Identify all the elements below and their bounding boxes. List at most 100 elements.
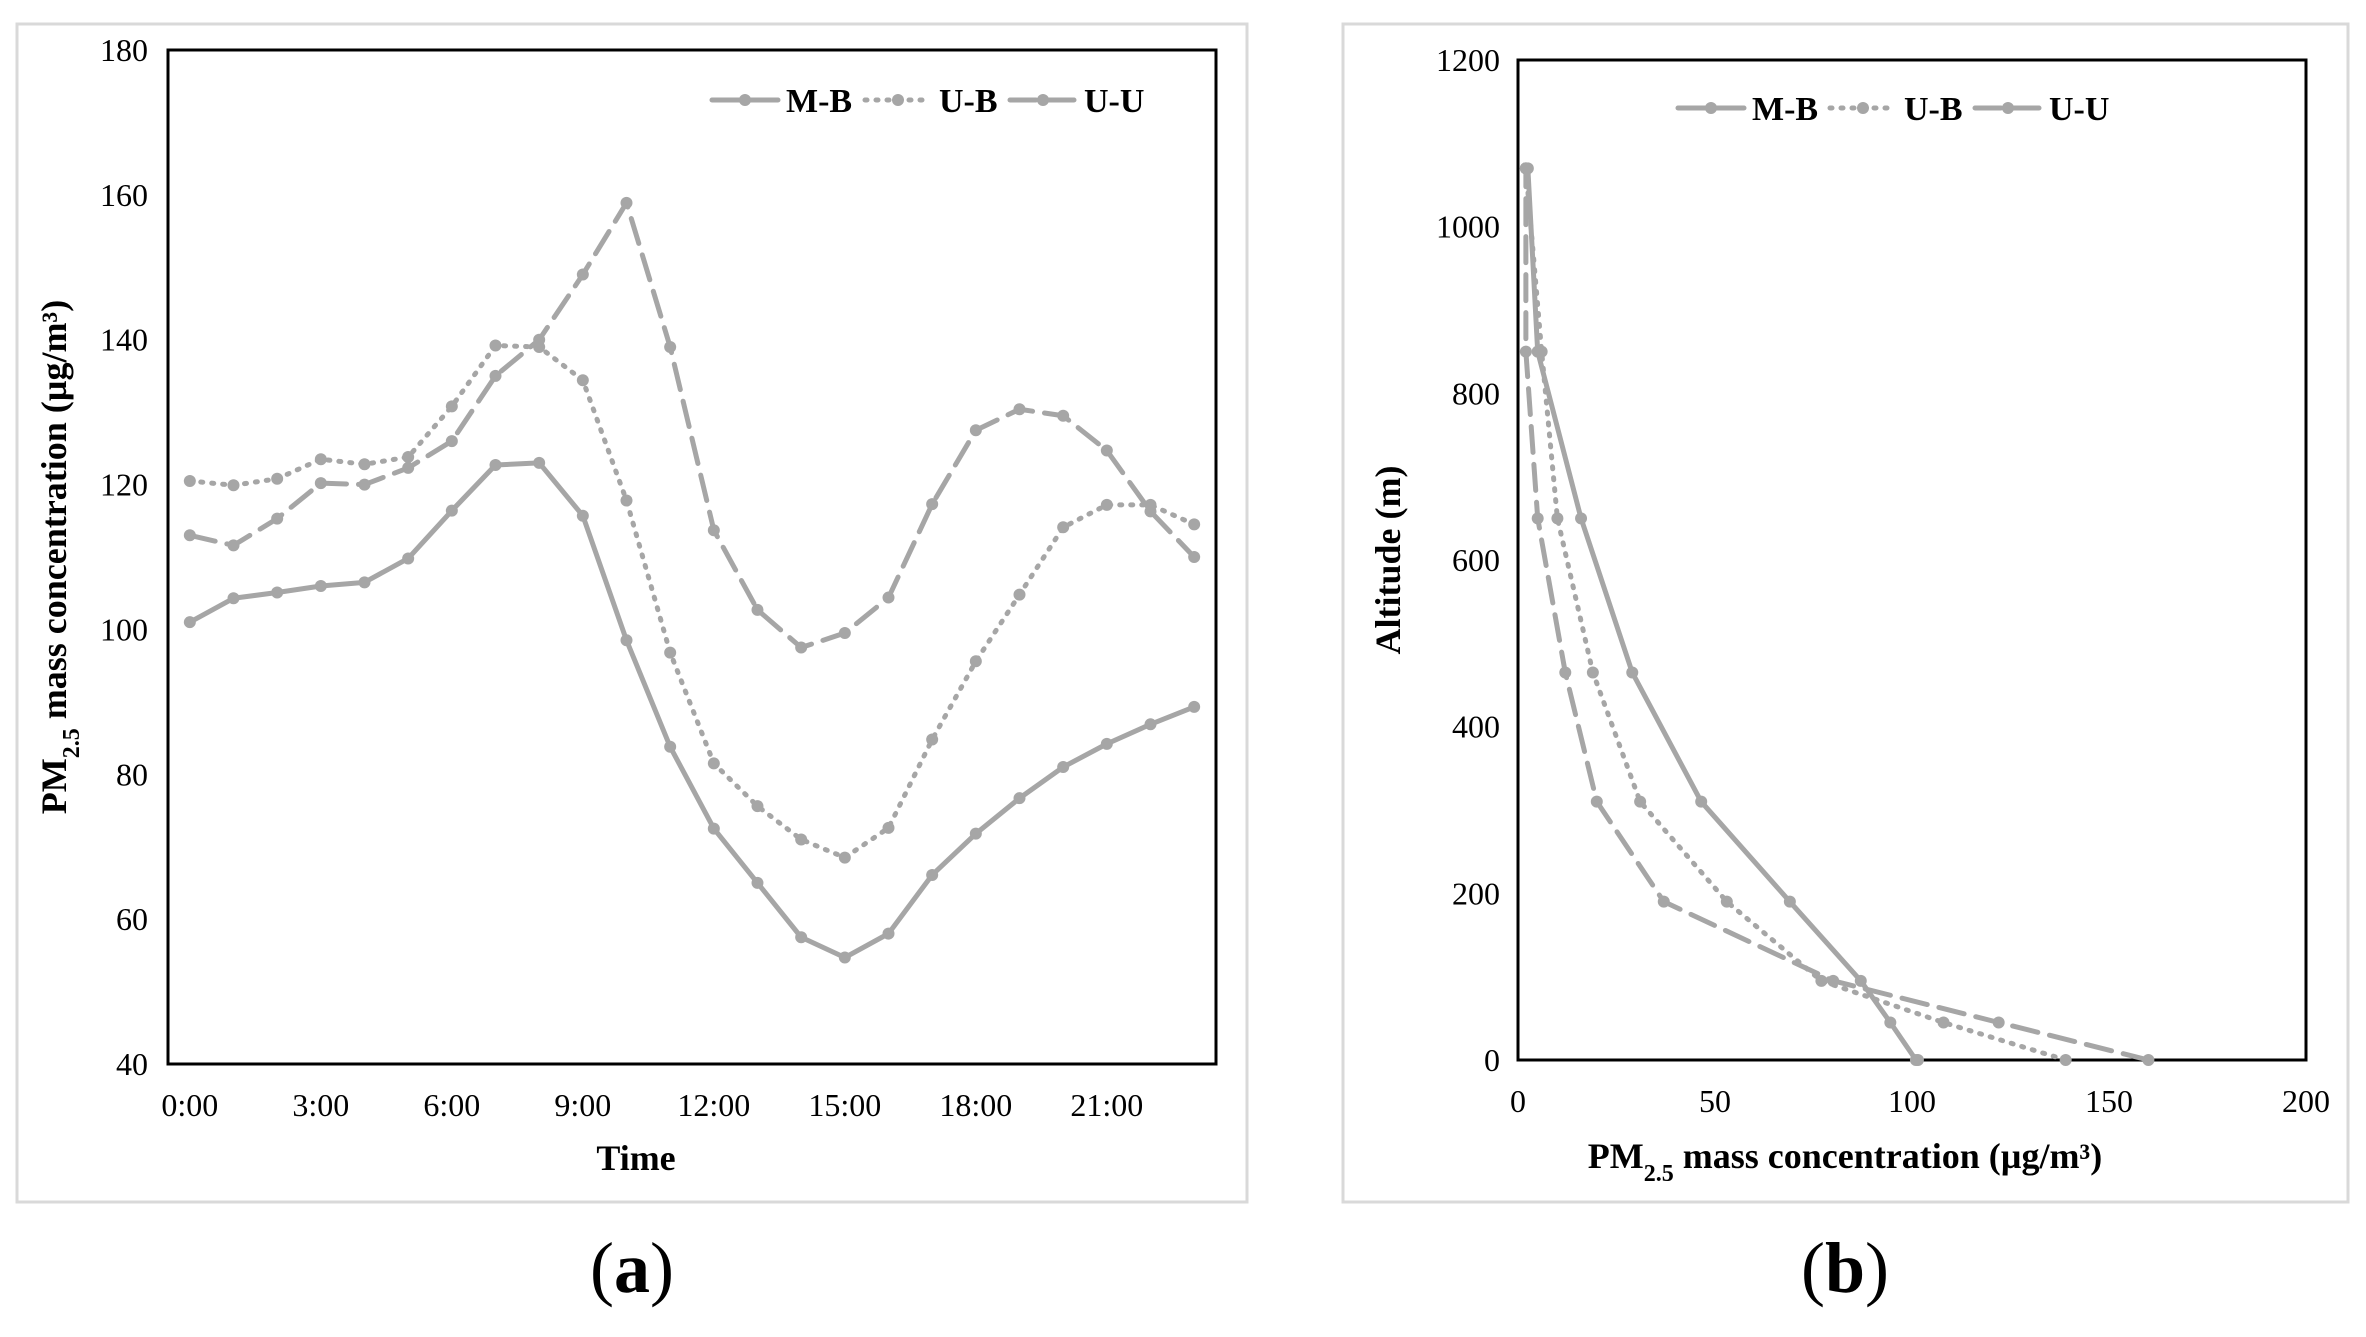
data-point-u-u xyxy=(2142,1054,2155,1066)
data-point-u-u xyxy=(445,435,458,448)
x-tick-label: 200 xyxy=(2282,1083,2330,1119)
data-point-u-b xyxy=(183,474,196,487)
y-tick-label: 800 xyxy=(1452,375,1500,411)
x-tick-label: 18:00 xyxy=(939,1087,1012,1123)
x-tick-label: 150 xyxy=(2085,1083,2133,1119)
data-point-u-u xyxy=(707,524,720,537)
data-point-u-u xyxy=(1590,795,1603,808)
data-point-m-b xyxy=(402,552,415,565)
data-point-u-b xyxy=(1551,512,1564,525)
data-point-u-b xyxy=(1815,974,1828,987)
data-point-u-u xyxy=(402,461,415,474)
data-point-u-u xyxy=(533,333,546,346)
panel-a-x-axis-title: Time xyxy=(596,1138,675,1178)
data-point-m-b xyxy=(533,456,546,469)
panel-a-label: (a) xyxy=(590,1228,674,1308)
data-point-m-b xyxy=(838,951,851,964)
data-point-m-b xyxy=(1783,895,1796,908)
y-tick-label: 1200 xyxy=(1436,42,1500,78)
data-point-m-b xyxy=(1695,795,1708,808)
data-point-u-u xyxy=(1013,403,1026,416)
data-point-u-u xyxy=(838,627,851,640)
data-point-u-u xyxy=(271,512,284,525)
x-tick-label: 15:00 xyxy=(808,1087,881,1123)
legend-label-u-b: U-B xyxy=(1904,91,1963,128)
data-point-m-b xyxy=(1013,792,1026,805)
data-point-u-u xyxy=(1657,895,1670,908)
legend-marker xyxy=(739,94,751,106)
data-point-m-b xyxy=(926,868,939,881)
legend-marker xyxy=(892,94,904,106)
data-point-m-b xyxy=(1854,974,1867,987)
data-point-u-u xyxy=(926,498,939,511)
legend-label-m-b: M-B xyxy=(1752,91,1818,128)
data-point-u-u xyxy=(1559,666,1572,679)
data-point-u-u xyxy=(795,641,808,654)
data-point-u-b xyxy=(489,339,502,352)
data-point-u-b xyxy=(882,821,895,834)
data-point-u-b xyxy=(969,655,982,668)
x-tick-label: 3:00 xyxy=(292,1087,349,1123)
data-point-m-b xyxy=(314,579,327,592)
panel-b-frame xyxy=(1341,22,2350,1204)
y-tick-label: 0 xyxy=(1484,1042,1500,1078)
panel-a-plot-area xyxy=(166,48,1218,1066)
data-point-m-b xyxy=(576,509,589,522)
y-tick-label: 1000 xyxy=(1436,209,1500,245)
data-point-u-u xyxy=(969,424,982,437)
panel-b-label: (b) xyxy=(1801,1228,1889,1308)
data-point-u-u xyxy=(1057,409,1070,422)
data-point-u-u xyxy=(1992,1016,2005,1029)
legend-label-u-b: U-B xyxy=(939,83,998,120)
data-point-u-u xyxy=(1519,345,1532,358)
legend-marker xyxy=(2002,102,2014,114)
data-point-u-u xyxy=(1519,162,1532,175)
data-point-u-b xyxy=(1586,666,1599,679)
data-point-u-b xyxy=(1013,588,1026,601)
data-point-u-b xyxy=(271,472,284,485)
data-point-m-b xyxy=(707,822,720,835)
data-point-u-b xyxy=(1634,795,1647,808)
data-point-m-b xyxy=(969,827,982,840)
data-point-m-b xyxy=(1626,666,1639,679)
data-point-u-b xyxy=(795,833,808,846)
y-tick-label: 140 xyxy=(100,322,148,358)
y-tick-label: 600 xyxy=(1452,542,1500,578)
data-point-u-b xyxy=(314,453,327,466)
data-point-m-b xyxy=(227,592,240,605)
y-tick-label: 100 xyxy=(100,611,148,647)
data-point-m-b xyxy=(751,876,764,889)
data-point-u-b xyxy=(707,757,720,770)
data-point-u-u xyxy=(1531,512,1544,525)
data-point-m-b xyxy=(1188,700,1201,713)
panel-b-x-tick-labels: 0 50 100 150 200 xyxy=(1510,1083,2330,1119)
x-tick-label: 0:00 xyxy=(161,1087,218,1123)
data-point-m-b xyxy=(271,586,284,599)
data-point-m-b xyxy=(1057,761,1070,774)
panel-a-legend: M-B U-B U-U xyxy=(709,83,1144,120)
x-tick-label: 9:00 xyxy=(554,1087,611,1123)
series-line-m-b xyxy=(187,460,1197,961)
data-point-u-u xyxy=(1188,551,1201,563)
data-point-m-b xyxy=(183,616,196,629)
data-point-u-b xyxy=(1100,498,1113,511)
x-tick-label: 12:00 xyxy=(677,1087,750,1123)
data-point-u-u xyxy=(882,591,895,604)
data-point-u-b xyxy=(358,458,371,471)
data-point-m-b xyxy=(1100,737,1113,750)
x-tick-label: 21:00 xyxy=(1070,1087,1143,1123)
y-tick-label: 60 xyxy=(116,901,148,937)
data-point-m-b xyxy=(1884,1016,1897,1029)
data-point-u-b xyxy=(1937,1016,1950,1029)
data-point-u-u xyxy=(227,539,240,552)
data-point-u-u xyxy=(1144,505,1157,518)
data-point-u-b xyxy=(620,494,633,507)
panel-a-y-tick-labels: 40 60 80 100 120 140 160 180 xyxy=(100,32,148,1082)
data-point-m-b xyxy=(1144,718,1157,731)
panel-b-y-axis-title: Altitude (m) xyxy=(1368,466,1408,655)
data-point-u-u xyxy=(183,529,196,542)
y-tick-label: 160 xyxy=(100,177,148,213)
data-point-u-b xyxy=(1720,895,1733,908)
series-line-m-b xyxy=(1525,165,1921,1063)
x-tick-label: 6:00 xyxy=(423,1087,480,1123)
